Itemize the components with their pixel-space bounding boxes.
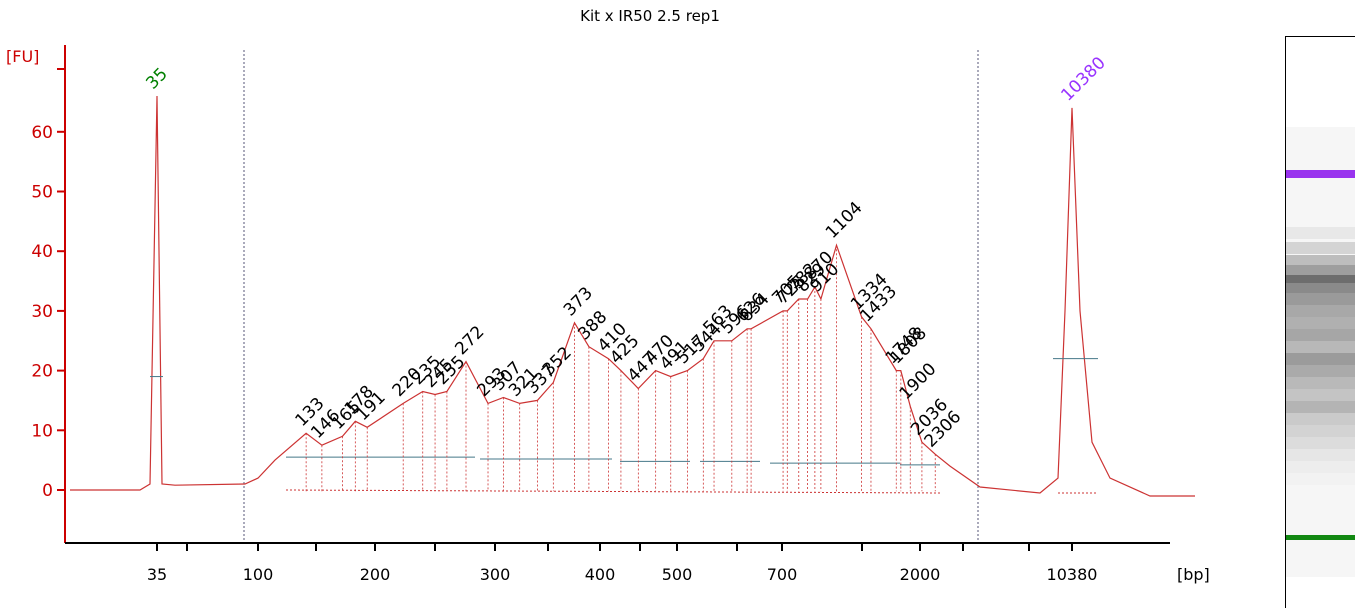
gel-band <box>1286 449 1355 461</box>
x-tick-label: 2000 <box>900 565 941 584</box>
gel-band <box>1286 377 1355 389</box>
x-axis-label: [bp] <box>1177 565 1210 584</box>
y-tick-label: 60 <box>31 123 53 143</box>
x-tick-label: 200 <box>360 565 391 584</box>
y-tick-label: 30 <box>31 302 53 322</box>
gel-image <box>1285 36 1355 608</box>
gel-band <box>1286 293 1355 305</box>
x-tick-label: 500 <box>662 565 693 584</box>
gel-band <box>1286 437 1355 449</box>
x-tick-label: 700 <box>767 565 798 584</box>
gel-band <box>1286 473 1355 485</box>
gel-band <box>1286 353 1355 365</box>
gel-band <box>1286 317 1355 329</box>
gel-band <box>1286 227 1355 239</box>
x-tick-label: 400 <box>585 565 616 584</box>
gel-band <box>1286 389 1355 401</box>
y-tick-label: 0 <box>42 481 53 501</box>
series-line <box>70 95 1195 497</box>
gel-band <box>1286 413 1355 425</box>
gel-band <box>1286 170 1355 178</box>
gel-band <box>1286 329 1355 341</box>
x-tick-label: 100 <box>243 565 274 584</box>
gel-band <box>1286 535 1355 540</box>
peak-label: 272 <box>451 322 488 359</box>
peak-label: 1104 <box>822 198 867 243</box>
gel-band <box>1286 341 1355 353</box>
chart-title: Kit x IR50 2.5 rep1 <box>580 7 720 25</box>
electropherogram-chart: Kit x IR50 2.5 rep1 [FU] [bp] 35 10380133… <box>6 7 1210 584</box>
gel-band <box>1286 255 1355 267</box>
x-tick-label: 300 <box>480 565 511 584</box>
y-tick-label: 40 <box>31 242 53 262</box>
gel-band <box>1286 242 1355 254</box>
y-tick-label: 20 <box>31 362 53 382</box>
gel-band <box>1286 425 1355 437</box>
marker-label-lower: 35 <box>142 64 171 93</box>
x-tick-label: 35 <box>147 565 167 584</box>
y-tick-label: 10 <box>31 421 53 441</box>
gel-band <box>1286 365 1355 377</box>
y-tick-label: 50 <box>31 183 53 203</box>
gel-band <box>1286 401 1355 413</box>
gel-band <box>1286 461 1355 473</box>
x-tick-label: 10380 <box>1047 565 1098 584</box>
gel-band <box>1286 305 1355 317</box>
marker-label-upper: 10380 <box>1057 53 1109 105</box>
gel-band <box>1286 265 1355 277</box>
peak-floor-line <box>285 489 941 494</box>
gel-band <box>1286 283 1355 295</box>
y-axis-label: [FU] <box>6 47 39 66</box>
